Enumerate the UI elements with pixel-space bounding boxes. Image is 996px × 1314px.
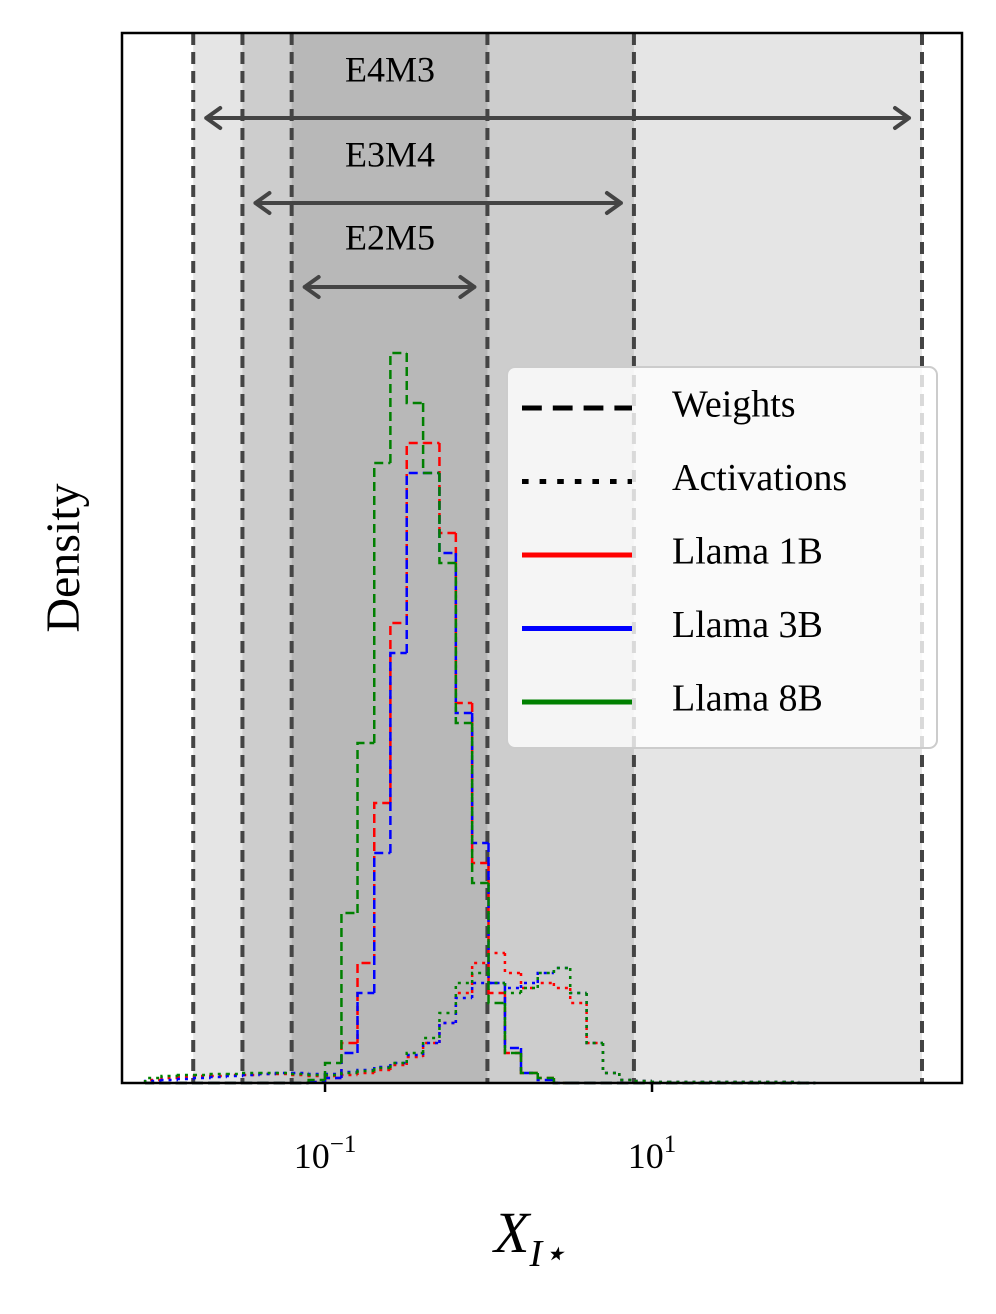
legend-label: Weights (672, 384, 796, 426)
histogram-step (160, 1074, 178, 1078)
range-label: E4M3 (345, 49, 435, 89)
histogram-step (389, 621, 407, 803)
x-label-main: X (492, 1200, 532, 1265)
histogram-step (634, 1079, 653, 1083)
x-tick-exponent: −1 (330, 1131, 357, 1158)
x-label-subscript: I⋆ (528, 1233, 565, 1275)
histogram-step (503, 1003, 522, 1055)
x-tick-base: 10 (628, 1136, 664, 1176)
histogram-step (438, 473, 456, 565)
histogram-step (438, 1011, 456, 1038)
x-tick-exponent: 1 (664, 1131, 677, 1158)
histogram-step (356, 961, 375, 1043)
histogram-step (470, 981, 489, 998)
histogram-step (373, 801, 391, 963)
x-axis-label: XI⋆ (492, 1200, 566, 1275)
histogram-step (225, 1074, 244, 1078)
histogram-step (568, 988, 587, 1005)
y-axis-label: Density (37, 483, 90, 632)
histogram-step (340, 911, 358, 1063)
histogram-step (536, 1073, 554, 1080)
histogram-step (356, 741, 375, 913)
histogram-step (389, 1063, 407, 1070)
x-tick-base: 10 (294, 1136, 330, 1176)
histogram-step (143, 1076, 162, 1083)
histogram-step (552, 966, 571, 973)
histogram-step (405, 1051, 424, 1063)
legend-box (506, 366, 938, 749)
range-arrow (204, 106, 911, 130)
histogram-step (536, 971, 554, 983)
format-range-band (291, 33, 488, 1083)
histogram-step (470, 723, 489, 885)
histogram-step (470, 971, 489, 983)
histogram-step (307, 1073, 326, 1077)
x-tick-label: 101 (628, 1131, 677, 1176)
histogram-step (209, 1072, 227, 1076)
histogram-step (454, 553, 473, 715)
histogram-step (160, 1078, 178, 1082)
histogram-step (356, 991, 375, 1053)
histogram-step (585, 993, 603, 1045)
histogram-step (209, 1075, 227, 1079)
histogram-step (405, 353, 424, 405)
range-label: E3M4 (345, 134, 435, 174)
histogram-step (601, 1043, 620, 1075)
histogram-step (389, 351, 407, 463)
plot-frame (120, 31, 964, 1085)
histogram-step (421, 403, 440, 475)
histogram-step (176, 1073, 195, 1077)
histogram-step (356, 1069, 375, 1073)
histogram-step (536, 971, 554, 988)
histogram-step (454, 563, 473, 725)
histogram-step (389, 1061, 407, 1068)
histogram-step (373, 851, 391, 993)
legend-label: Llama 3B (672, 604, 823, 646)
histogram-step (552, 983, 571, 990)
range-arrow (302, 275, 477, 299)
legend-label: Llama 8B (672, 678, 823, 720)
histogram-step (421, 1036, 440, 1053)
x-tick-label: 10−1 (294, 1131, 357, 1176)
histogram-step (618, 1073, 636, 1082)
histogram-step (421, 1041, 440, 1057)
histogram-step (405, 471, 424, 653)
histogram-step (323, 1061, 342, 1080)
histogram-step (438, 473, 456, 555)
histogram-step (192, 1076, 211, 1080)
legend-label: Activations (672, 457, 847, 499)
histogram-step (454, 981, 473, 1013)
histogram-step (519, 981, 538, 988)
histogram-step (487, 883, 505, 1005)
histogram-step (241, 1071, 260, 1075)
histogram-step (389, 651, 407, 853)
histogram-step (241, 1073, 260, 1077)
histogram-step (454, 996, 473, 1023)
range-arrow (253, 191, 623, 215)
range-label: E2M5 (345, 217, 435, 257)
histogram-step (373, 1066, 391, 1071)
histogram-step (176, 1077, 195, 1081)
histogram-step (519, 986, 538, 993)
legend-label: Llama 1B (672, 531, 823, 573)
histogram-step (568, 968, 587, 995)
histogram-step (291, 1072, 309, 1076)
histogram-step (340, 1071, 358, 1075)
histogram-step (503, 983, 522, 995)
histogram-step (519, 1053, 538, 1075)
histogram-step (340, 1051, 358, 1078)
